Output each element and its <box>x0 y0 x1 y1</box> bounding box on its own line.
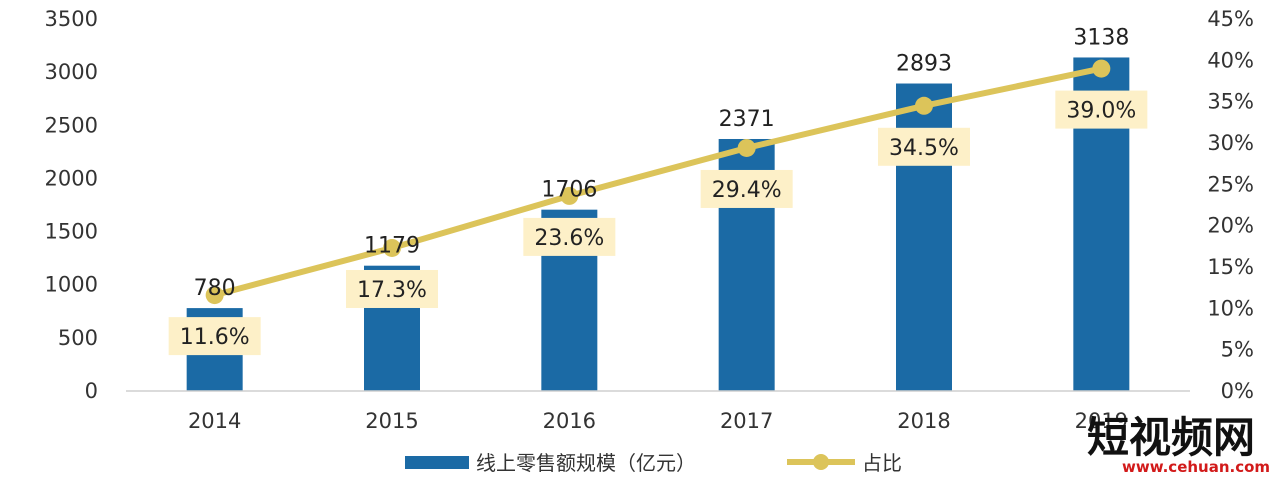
bar-value-label: 1179 <box>364 234 420 259</box>
y-right-tick-label: 0% <box>1221 379 1254 403</box>
legend: 线上零售额规模（亿元） 占比 <box>405 451 902 475</box>
y-right-tick-label: 15% <box>1207 255 1254 279</box>
pct-value-label: 17.3% <box>357 278 427 303</box>
y-right-tick-label: 40% <box>1207 48 1254 72</box>
y-left-tick-label: 0 <box>85 379 98 403</box>
share-point <box>383 238 401 257</box>
x-axis: 2014 2015 2016 2017 2018 2019 <box>188 409 1128 433</box>
bar-value-label: 2371 <box>719 107 775 132</box>
bar-value-label: 3138 <box>1073 25 1129 50</box>
x-tick-label: 2015 <box>365 409 418 433</box>
pct-label-box <box>878 127 970 166</box>
share-point <box>915 96 933 115</box>
pct-value-label: 34.5% <box>889 136 959 161</box>
legend-line-marker <box>813 454 829 470</box>
y-axis-left: 0 500 1000 1500 2000 2500 3000 3500 <box>45 7 98 403</box>
y-left-tick-label: 1500 <box>45 220 98 244</box>
legend-bar-swatch <box>405 456 469 469</box>
pct-label-box <box>1055 90 1148 129</box>
legend-bar-label: 线上零售额规模（亿元） <box>476 451 696 475</box>
x-tick-label: 2019 <box>1075 409 1128 433</box>
y-right-tick-label: 20% <box>1207 214 1254 238</box>
pct-value-label: 39.0% <box>1066 99 1136 124</box>
pct-value-label: 29.4% <box>712 178 782 203</box>
y-axis-right: 0% 5% 10% 15% 20% 25% 30% 35% 40% 45% <box>1207 7 1254 403</box>
pct-value-label: 23.6% <box>534 226 604 251</box>
pct-label-box <box>700 169 793 208</box>
pct-label-box <box>168 317 261 356</box>
pct-value-label: 11.6% <box>180 325 250 350</box>
y-left-tick-label: 500 <box>58 326 98 350</box>
y-left-tick-label: 2000 <box>45 166 98 190</box>
y-left-tick-label: 3500 <box>45 7 98 31</box>
y-left-tick-label: 3000 <box>45 60 98 84</box>
x-tick-label: 2018 <box>897 409 950 433</box>
bar-value-label: 2893 <box>896 52 952 77</box>
line-series <box>205 59 1111 305</box>
y-right-tick-label: 25% <box>1207 172 1254 196</box>
watermark-url: www.cehuan.com <box>1122 458 1270 476</box>
y-right-tick-label: 10% <box>1207 296 1254 320</box>
share-line <box>211 65 1105 299</box>
share-point <box>737 138 756 157</box>
watermark: 短视频网 www.cehuan.com <box>1087 413 1270 476</box>
y-right-tick-label: 45% <box>1207 7 1254 31</box>
watermark-title: 短视频网 <box>1087 413 1255 462</box>
y-right-tick-label: 35% <box>1207 90 1254 114</box>
y-right-tick-label: 5% <box>1221 338 1254 362</box>
share-point <box>560 186 579 205</box>
bar-value-label: 780 <box>194 276 236 301</box>
x-tick-label: 2017 <box>720 409 773 433</box>
y-left-tick-label: 1000 <box>45 273 98 297</box>
x-tick-label: 2016 <box>543 409 596 433</box>
legend-line-label: 占比 <box>862 451 902 475</box>
bar-labels: 780 1179 1706 2371 2893 3138 <box>194 25 1130 301</box>
share-point <box>1092 59 1111 78</box>
pct-label-box <box>346 269 438 308</box>
pct-label-box <box>523 217 616 256</box>
share-point <box>205 286 224 305</box>
y-right-tick-label: 30% <box>1207 131 1254 155</box>
x-tick-label: 2014 <box>188 409 241 433</box>
pct-labels: 11.6% 17.3% 23.6% 29.4% 34.5% 39.0% <box>168 90 1148 356</box>
y-left-tick-label: 2500 <box>45 113 98 137</box>
bar-series <box>186 57 1130 391</box>
bar-value-label: 1706 <box>541 178 597 203</box>
